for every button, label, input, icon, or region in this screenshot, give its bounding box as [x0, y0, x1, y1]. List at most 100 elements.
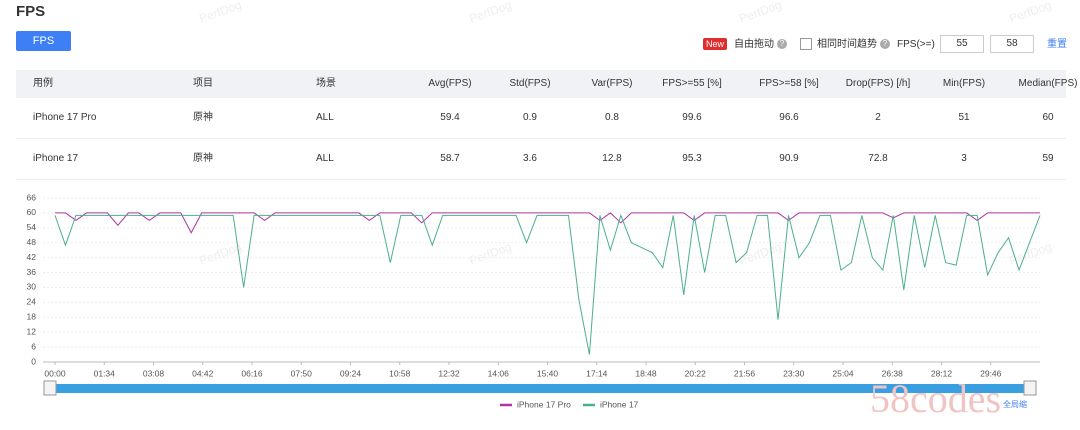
reset-link[interactable]: 重置	[1047, 39, 1067, 50]
table-cell: 59.4	[440, 112, 460, 123]
table-cell: 0.8	[605, 112, 619, 123]
table-cell: 58.7	[440, 153, 460, 164]
brand-watermark: 58codes	[870, 376, 1001, 421]
x-tick-label: 07:50	[291, 368, 313, 378]
x-tick-label: 14:06	[488, 368, 510, 378]
x-tick-label: 23:30	[783, 368, 805, 378]
option-label: 相同时间趋势	[817, 39, 877, 50]
x-tick-label: 03:08	[143, 368, 165, 378]
zoom-track	[45, 384, 1033, 393]
column-header: Var(FPS)	[591, 78, 633, 89]
table-cell: 51	[958, 112, 970, 123]
series-line	[55, 212, 1040, 234]
y-tick-label: 6	[31, 341, 36, 351]
table-cell: 0.9	[523, 112, 537, 123]
table-cell: 90.9	[779, 153, 799, 164]
y-tick-label: 60	[27, 207, 37, 217]
table-cell: ALL	[316, 112, 334, 123]
fps-label: FPS(>=)	[897, 39, 935, 50]
legend-label: iPhone 17 Pro	[517, 399, 571, 409]
y-tick-label: 0	[31, 356, 36, 366]
y-tick-label: 12	[27, 326, 37, 336]
x-tick-label: 01:34	[94, 368, 116, 378]
x-tick-label: 12:32	[438, 368, 460, 378]
x-tick-label: 10:58	[389, 368, 411, 378]
threshold-input[interactable]: 55	[940, 35, 984, 53]
column-header: FPS>=58 [%]	[759, 78, 819, 89]
y-tick-label: 42	[27, 252, 37, 262]
option[interactable]: 相同时间趋势?	[817, 38, 890, 52]
table-cell: 3.6	[523, 153, 537, 164]
x-tick-label: 04:42	[192, 368, 214, 378]
table-cell: iPhone 17	[33, 153, 79, 164]
header-row: 用例 项目 场景 Avg(FPS) Std(FPS) Var(FPS) FPS>=55 [%…	[16, 70, 1077, 98]
y-tick-label: 36	[27, 267, 37, 277]
help-icon[interactable]: ?	[880, 39, 890, 50]
legend-label: iPhone 17	[600, 399, 639, 409]
page-title: FPS	[16, 3, 46, 20]
zoom-reset[interactable]: 全局缩	[1003, 399, 1027, 409]
column-header: Median(FPS)	[1018, 78, 1078, 89]
watermark: PerfDog	[1007, 0, 1053, 26]
watermark: PerfDog	[467, 240, 513, 268]
watermark: PerfDog	[737, 0, 783, 26]
x-tick-label: 21:56	[734, 368, 756, 378]
table-cell: 60	[1042, 112, 1054, 123]
x-tick-label: 28:12	[931, 368, 953, 378]
column-header: Std(FPS)	[509, 78, 551, 89]
table-cell: 99.6	[682, 112, 702, 123]
table-row: iPhone 17 Pro 原神 ALL 59.4 0.9 0.8 99.6 96.6 2 51 6…	[16, 98, 1066, 139]
x-tick-label: 29:46	[980, 368, 1002, 378]
x-tick-label: 25:04	[832, 368, 854, 378]
y-tick-label: 48	[27, 237, 37, 247]
column-header: 场景	[316, 78, 336, 89]
watermark: PerfDog	[197, 0, 243, 26]
table-cell: 3	[961, 153, 967, 164]
help-icon[interactable]: ?	[777, 39, 787, 50]
checkbox[interactable]	[800, 38, 812, 50]
zoom-handle[interactable]	[1023, 380, 1037, 396]
table-row: iPhone 17 原神 ALL 58.7 3.6 12.8 95.3 90.9 72.8 3 59	[16, 139, 1066, 180]
option[interactable]: 自由拖动?	[734, 38, 787, 52]
x-tick-label: 09:24	[340, 368, 362, 378]
y-tick-label: 18	[27, 312, 37, 322]
watermark: PerfDog	[737, 240, 783, 268]
column-header: 用例	[33, 78, 53, 89]
x-tick-label: 15:40	[537, 368, 559, 378]
threshold-input[interactable]: 58	[990, 35, 1034, 53]
option-label: 自由拖动	[734, 39, 774, 50]
column-header: Min(FPS)	[942, 78, 986, 89]
column-header: 项目	[193, 78, 213, 89]
y-tick-label: 54	[27, 222, 37, 232]
series-line	[54, 213, 1041, 355]
table-cell: ALL	[316, 153, 334, 164]
x-tick-label: 17:14	[586, 368, 608, 378]
table-cell: 原神	[193, 153, 213, 164]
x-tick-label: 18:48	[635, 368, 657, 378]
table-cell: 95.3	[682, 153, 702, 164]
table-cell: 原神	[193, 112, 213, 123]
column-header: Avg(FPS)	[428, 78, 472, 89]
y-tick-label: 24	[27, 297, 37, 307]
x-tick-label: 06:16	[241, 368, 263, 378]
x-tick-label: 00:00	[44, 368, 66, 378]
y-tick-label: 66	[27, 192, 37, 202]
y-tick-label: 30	[27, 282, 37, 292]
column-header: FPS>=55 [%]	[662, 78, 722, 89]
table-cell: 96.6	[779, 112, 799, 123]
new-badge: New	[703, 38, 728, 50]
table-cell: 12.8	[602, 153, 622, 164]
x-tick-label: 26:38	[882, 368, 904, 378]
table-cell: iPhone 17 Pro	[33, 112, 97, 123]
zoom-handle[interactable]	[43, 380, 57, 396]
watermark: PerfDog	[197, 240, 243, 268]
x-tick-label: 20:22	[685, 368, 707, 378]
table-cell: 59	[1042, 153, 1054, 164]
table: 用例 项目 场景 Avg(FPS) Std(FPS) Var(FPS) FPS>=55 [%…	[16, 70, 1077, 180]
table-cell: 2	[875, 112, 881, 123]
column-header: Drop(FPS) [/h]	[845, 78, 911, 89]
table-cell: 72.8	[868, 153, 888, 164]
tab-button[interactable]: FPS	[16, 31, 71, 51]
